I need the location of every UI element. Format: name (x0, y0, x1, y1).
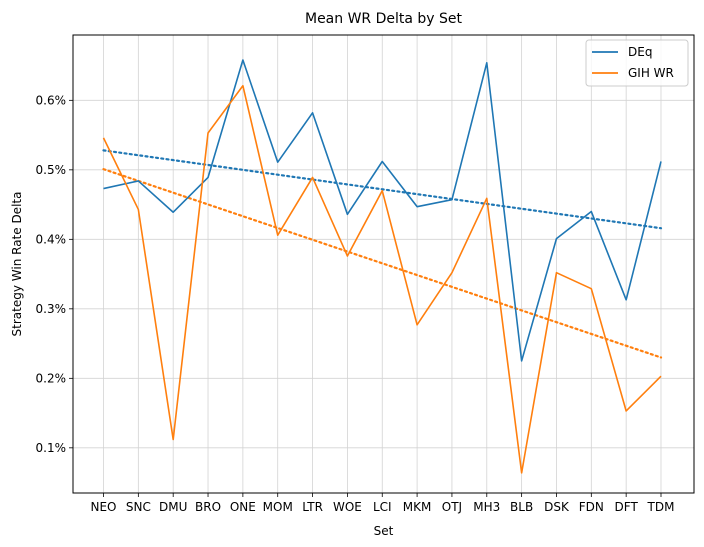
x-tick-label-dmu: DMU (159, 500, 187, 514)
legend-label-gih-wr: GIH WR (628, 66, 674, 80)
trend-line-gih-wr (102, 168, 663, 359)
x-tick-label-mkm: MKM (403, 500, 432, 514)
y-tick-label-1: 0.2% (36, 371, 67, 385)
series-line-deq (103, 59, 662, 362)
y-tick-label-3: 0.4% (36, 232, 67, 246)
x-tick-label-snc: SNC (126, 500, 151, 514)
x-tick-label-ltr: LTR (302, 500, 323, 514)
trend-lines (102, 149, 663, 359)
legend-label-deq: DEq (628, 45, 652, 59)
y-axis-ticks: 0.1% 0.2% 0.3% 0.4% 0.5% 0.6% (36, 93, 73, 455)
x-tick-label-otj: OTJ (442, 500, 462, 514)
x-tick-label-lci: LCI (373, 500, 392, 514)
plot-frame (72, 34, 695, 494)
grid (73, 35, 694, 493)
x-tick-label-tdm: TDM (647, 500, 675, 514)
x-tick-label-bro: BRO (195, 500, 221, 514)
y-tick-label-5: 0.6% (36, 93, 67, 107)
x-tick-label-woe: WOE (333, 500, 362, 514)
x-tick-label-fdn: FDN (579, 500, 604, 514)
chart-title: Mean WR Delta by Set (305, 11, 463, 27)
series-line-gih-wr (102, 84, 662, 474)
x-tick-label-neo: NEO (90, 500, 116, 514)
x-axis-label: Set (374, 524, 394, 538)
y-tick-label-2: 0.3% (36, 302, 67, 316)
y-tick-label-0: 0.1% (36, 441, 67, 455)
legend: DEq GIH WR (585, 39, 689, 87)
x-tick-label-dsk: DSK (544, 500, 570, 514)
x-axis-ticks: NEO SNC DMU BRO ONE MOM LTR WOE LCI MKM OTJ MH3 BLB D… (90, 493, 674, 514)
y-tick-label-4: 0.5% (36, 163, 67, 177)
x-tick-label-mom: MOM (263, 500, 293, 514)
x-tick-label-one: ONE (230, 500, 256, 514)
y-axis-label: Strategy Win Rate Delta (10, 192, 24, 337)
x-tick-label-dft: DFT (615, 500, 639, 514)
x-tick-label-mh3: MH3 (473, 500, 500, 514)
trend-line-deq (102, 149, 663, 230)
x-tick-label-blb: BLB (510, 500, 533, 514)
series-lines (102, 59, 662, 474)
